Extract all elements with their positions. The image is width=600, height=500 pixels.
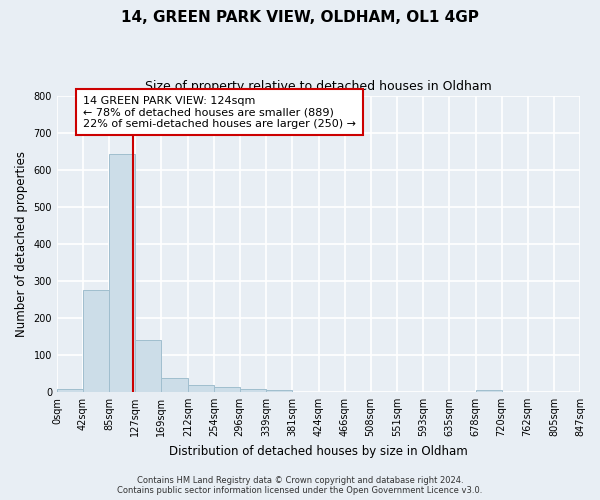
X-axis label: Distribution of detached houses by size in Oldham: Distribution of detached houses by size … (169, 444, 468, 458)
Bar (136, 340, 161, 392)
Bar (214, 388, 240, 392)
Text: 14 GREEN PARK VIEW: 124sqm
← 78% of detached houses are smaller (889)
22% of sem: 14 GREEN PARK VIEW: 124sqm ← 78% of deta… (83, 96, 356, 129)
Bar (266, 390, 292, 392)
Bar (83, 290, 109, 392)
Bar (240, 389, 266, 392)
Bar (188, 384, 214, 392)
Text: 14, GREEN PARK VIEW, OLDHAM, OL1 4GP: 14, GREEN PARK VIEW, OLDHAM, OL1 4GP (121, 10, 479, 25)
Bar (161, 378, 188, 392)
Text: Contains HM Land Registry data © Crown copyright and database right 2024.
Contai: Contains HM Land Registry data © Crown c… (118, 476, 482, 495)
Title: Size of property relative to detached houses in Oldham: Size of property relative to detached ho… (145, 80, 492, 93)
Bar (57, 389, 83, 392)
Bar (476, 390, 502, 392)
Y-axis label: Number of detached properties: Number of detached properties (15, 150, 28, 336)
Bar (109, 154, 136, 392)
